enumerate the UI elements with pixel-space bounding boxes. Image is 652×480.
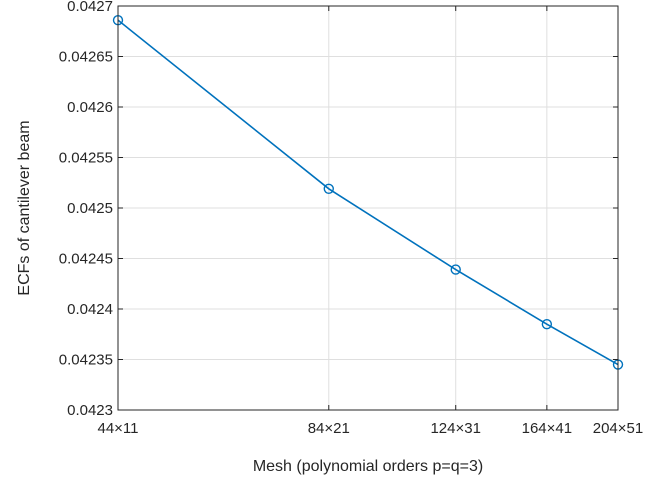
x-axis: 44×11 84×21 124×31 164×41 204×51 [97, 6, 643, 437]
x-tick-label: 44×11 [97, 420, 138, 437]
x-tick-label: 124×31 [430, 420, 480, 437]
y-axis-title: ECFs of cantilever beam [16, 120, 33, 295]
data-point [541, 318, 553, 330]
series-layer [112, 14, 624, 370]
y-tick-label: 0.04265 [59, 49, 113, 66]
y-tick-label: 0.0423 [67, 402, 113, 419]
y-tick-label: 0.0426 [67, 99, 113, 116]
data-point [450, 264, 461, 275]
x-tick-label: 84×21 [308, 420, 350, 437]
series-line [117, 19, 619, 366]
grid-lines [117, 5, 619, 411]
y-tick-label: 0.04255 [59, 150, 113, 167]
y-tick-label: 0.04245 [59, 251, 113, 268]
y-tick-label: 0.04235 [59, 352, 113, 369]
x-tick-label: 164×41 [522, 420, 572, 437]
y-tick-label: 0.0425 [67, 200, 113, 217]
x-axis-title: Mesh (polynomial orders p=q=3) [253, 458, 483, 475]
y-axis: 0.0423 0.04235 0.0424 0.04245 0.0425 0.04255 0… [59, 0, 618, 419]
x-tick-label: 204×51 [593, 420, 643, 437]
y-tick-label: 0.0427 [67, 0, 113, 15]
y-tick-label: 0.0424 [67, 301, 113, 318]
data-point [323, 183, 334, 195]
